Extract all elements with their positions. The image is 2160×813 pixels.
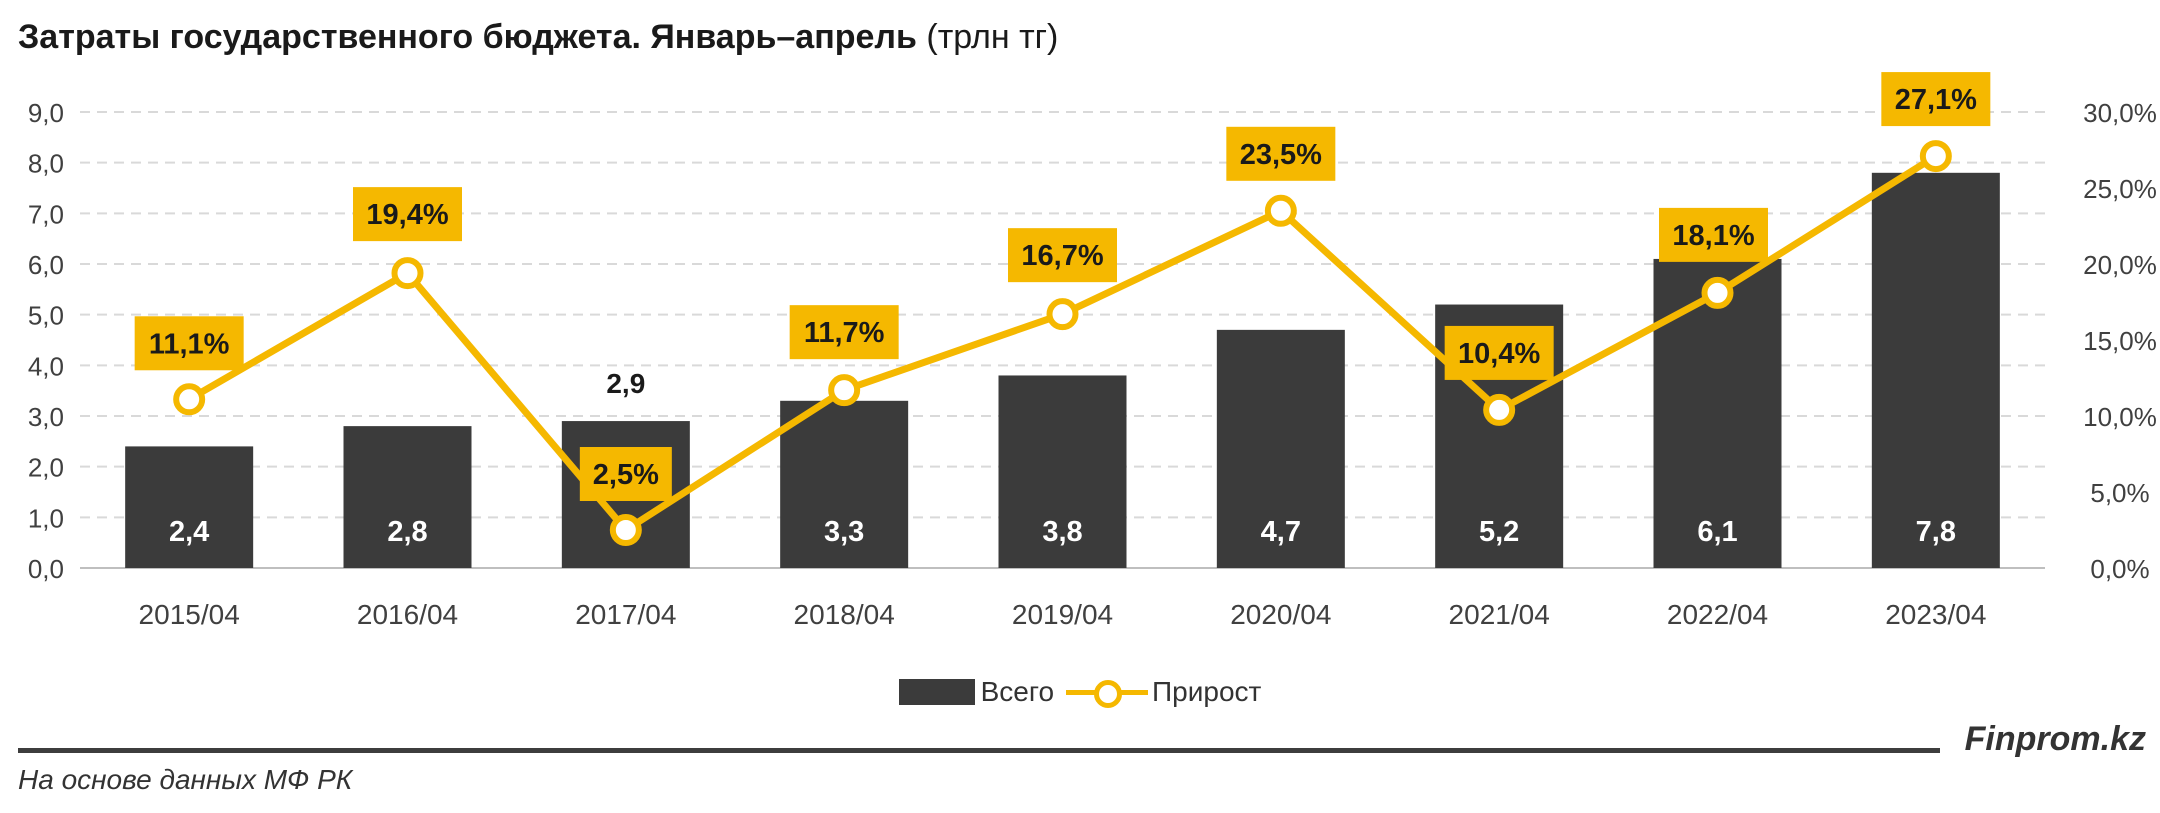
legend-bar-swatch [898,679,975,705]
x-tick-label: 2022/04 [1667,599,1768,630]
growth-value-label: 11,7% [804,317,885,349]
growth-point [1483,393,1516,426]
growth-point [828,374,861,407]
growth-value-label: 10,4% [1458,338,1540,370]
x-tick-label: 2016/04 [357,599,458,630]
bar [1653,258,1782,568]
growth-point [609,514,642,546]
growth-value-label: 16,7% [1021,240,1103,272]
bar-value-label: 6,1 [1697,516,1737,548]
bar-value-label: 2,8 [387,516,427,548]
growth-point [173,383,206,416]
bar [125,446,254,568]
growth-label-box [1659,207,1768,262]
x-tick-label: 2023/04 [1885,599,1986,630]
y-left-tick-label: 0,0 [28,554,64,584]
legend-item-bars: Всего [898,676,1055,708]
bar-value-label: 3,8 [1042,516,1082,548]
legend: Всего Прирост [0,676,2160,708]
growth-label-box [789,305,899,360]
growth-value-label: 27,1% [1895,84,1977,116]
y-left-tick-label: 9,0 [28,98,64,128]
growth-point [1046,298,1079,331]
bar [998,375,1127,568]
growth-value-label: 23,5% [1240,139,1322,171]
growth-point [1919,140,1952,173]
y-left-tick-label: 5,0 [28,301,64,331]
growth-label-box [1226,126,1336,181]
growth-value-label: 18,1% [1672,220,1754,252]
growth-value-label: 19,4% [366,199,448,231]
x-tick-label: 2015/04 [139,599,240,630]
bar [1871,172,2000,569]
growth-value-label: 11,1% [149,328,230,360]
source-note: На основе данных МФ РК [18,764,353,795]
chart-title-main: Затраты государственного бюджета. Январь… [18,18,917,56]
growth-label-box [579,447,672,501]
growth-point [1701,276,1734,309]
bar-value-label: 5,2 [1479,516,1519,548]
y-right-tick-label: 15,0% [2083,326,2157,356]
y-left-tick-label: 1,0 [28,503,64,533]
x-tick-label: 2020/04 [1230,599,1331,630]
y-right-tick-label: 20,0% [2083,250,2157,280]
growth-label-box [134,316,244,371]
y-right-tick-label: 30,0% [2083,98,2157,128]
chart-title-unit: (трлн тг) [926,18,1059,56]
y-left-tick-label: 8,0 [28,149,64,179]
bar [343,426,472,568]
growth-point [1264,194,1297,227]
chart-area: 0,0 1,0 2,0 3,0 4,0 5,0 6,0 7,0 8,0 9,0 0,0% 5,0% 10… [28,72,2157,630]
y-left-tick-label: 4,0 [28,351,64,381]
x-tick-label: 2019/04 [1012,599,1113,630]
x-tick-label: 2017/04 [575,599,676,630]
bar [1216,329,1345,568]
legend-label-bars: Всего [980,676,1055,707]
x-tick-label: 2021/04 [1449,599,1550,630]
legend-label-line: Прирост [1152,676,1262,707]
y-right-tick-label: 25,0% [2083,174,2157,204]
bar-value-label: 7,8 [1916,516,1956,548]
growth-label-box [1008,228,1117,283]
bar-value-label: 2,4 [169,516,209,548]
y-left-tick-label: 7,0 [28,199,64,229]
growth-point [391,257,424,290]
y-left-tick-label: 2,0 [28,453,64,483]
growth-label-box [1444,325,1554,380]
chart-title: Затраты государственного бюджета. Январь… [18,18,1058,57]
growth-value-label: 2,5% [593,459,659,491]
y-right-tick-label: 5,0% [2090,478,2149,508]
legend-line-swatch [1066,677,1149,708]
y-left-tick-label: 6,0 [28,250,64,280]
growth-label-box [1881,72,1991,127]
legend-item-line: Прирост [1066,676,1261,708]
footer-divider [18,748,1940,753]
growth-label-box [353,187,462,242]
x-tick-label: 2018/04 [794,599,895,630]
y-right-tick-label: 0,0% [2090,554,2149,584]
bar-value-label: 3,3 [824,516,864,548]
bar-value-label: 2,9 [606,368,645,399]
brand-logo-text: Finprom.kz [1964,720,2146,758]
bar-value-label: 4,7 [1261,516,1301,548]
y-right-tick-label: 10,0% [2083,402,2157,432]
bar [780,400,909,568]
y-left-tick-label: 3,0 [28,402,64,432]
